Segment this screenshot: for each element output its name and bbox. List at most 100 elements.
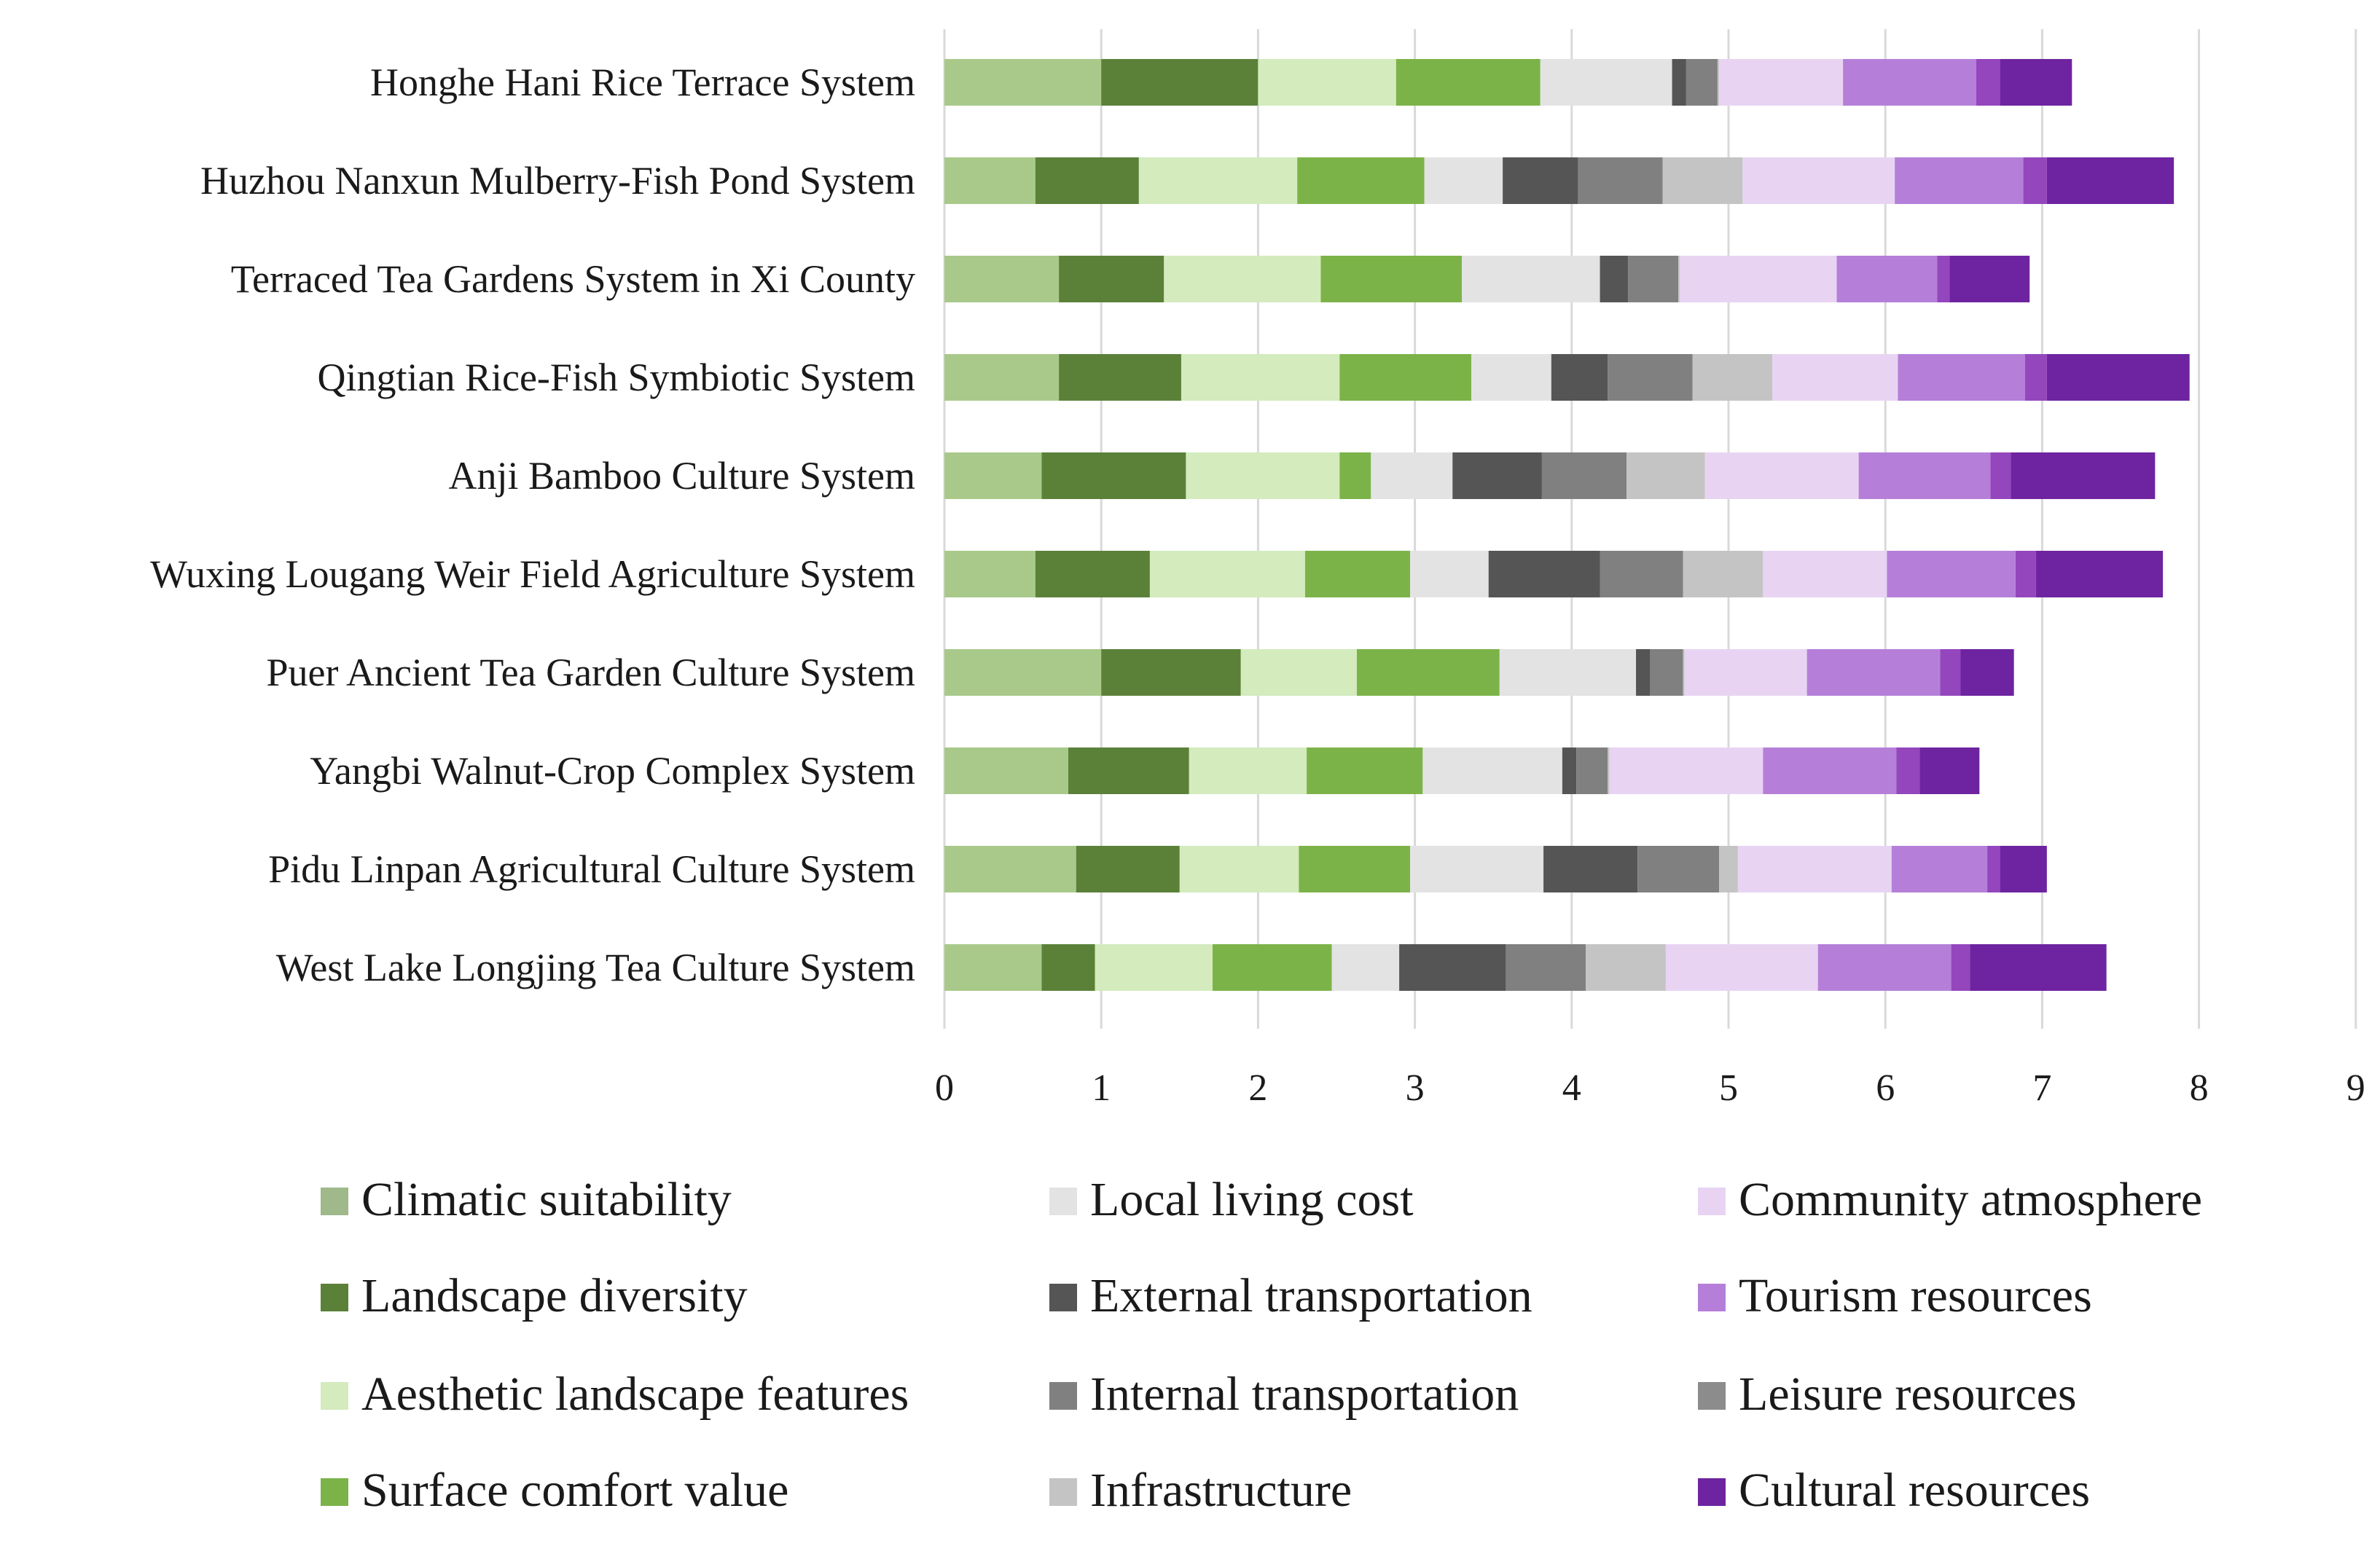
- bar-segment-local-living-cost: [1540, 59, 1672, 106]
- bar-segment-surface-comfort-value: [1304, 551, 1411, 597]
- legend-item-aesthetic-landscape-features: Aesthetic landscape features: [321, 1367, 909, 1421]
- bar-group-qingtian-rice-fish-symbiotic-system: [944, 354, 2190, 401]
- bar-segment-external-transportation: [1488, 551, 1600, 597]
- legend-item-surface-comfort-value: Surface comfort value: [321, 1464, 788, 1517]
- bar-segment-community-atmosphere: [1609, 747, 1764, 794]
- bar-segment-cultural-resources: [1960, 649, 2014, 696]
- bar-segment-internal-transportation: [1650, 649, 1683, 696]
- bar-segment-infrastructure: [1683, 551, 1764, 597]
- bar-segment-landscape-diversity: [1035, 157, 1139, 204]
- bar-segment-surface-comfort-value: [1339, 354, 1472, 401]
- legend-item-climatic-suitability: Climatic suitability: [321, 1173, 732, 1226]
- bar-segment-climatic-suitability: [944, 846, 1076, 892]
- bar-segment-tourism-resources: [1843, 59, 1977, 106]
- bar-group-puer-ancient-tea-garden-culture-system: [944, 649, 2014, 696]
- bar-segment-aesthetic-landscape-features: [1186, 452, 1340, 499]
- category-label: Yangbi Walnut-Crop Complex System: [310, 749, 915, 793]
- bar-segment-internal-transportation: [1600, 551, 1683, 597]
- legend-label: Leisure resources: [1739, 1367, 2077, 1421]
- legend-swatch: [321, 1188, 348, 1215]
- x-tick-label: 1: [1092, 1067, 1111, 1109]
- bar-segment-infrastructure: [1719, 846, 1738, 892]
- bar-segment-tourism-resources: [1763, 747, 1897, 794]
- legend-swatch: [1698, 1478, 1726, 1506]
- bar-segment-tourism-resources: [1898, 354, 2025, 401]
- bar-segment-leisure-resources: [2023, 157, 2047, 204]
- legend-label: Cultural resources: [1739, 1464, 2090, 1517]
- legend-swatch: [1698, 1284, 1726, 1311]
- bar-segment-tourism-resources: [1895, 157, 2024, 204]
- category-label: Qingtian Rice-Fish Symbiotic System: [318, 356, 916, 399]
- bar-segment-landscape-diversity: [1041, 452, 1186, 499]
- bar-segment-aesthetic-landscape-features: [1095, 944, 1213, 991]
- bar-segment-cultural-resources: [1949, 256, 2030, 302]
- bar-segment-cultural-resources: [2035, 551, 2164, 597]
- legend-swatch: [1698, 1382, 1726, 1410]
- category-label: Huzhou Nanxun Mulberry-Fish Pond System: [200, 159, 915, 203]
- legend-item-landscape-diversity: Landscape diversity: [321, 1269, 748, 1322]
- bar-group-terraced-tea-gardens-system-in-xi-county: [944, 256, 2030, 302]
- bar-segment-aesthetic-landscape-features: [1179, 846, 1299, 892]
- bar-segment-tourism-resources: [1887, 551, 2016, 597]
- bars: [944, 59, 2190, 991]
- bar-segment-cultural-resources: [1919, 747, 1980, 794]
- bar-segment-community-atmosphere: [1763, 551, 1887, 597]
- legend-item-external-transportation: External transportation: [1049, 1269, 1532, 1322]
- bar-segment-external-transportation: [1600, 256, 1629, 302]
- bar-group-honghe-hani-rice-terrace-system: [944, 59, 2072, 106]
- x-tick-label: 8: [2190, 1067, 2209, 1109]
- legend-item-internal-transportation: Internal transportation: [1049, 1367, 1519, 1421]
- category-label: Terraced Tea Gardens System in Xi County: [231, 257, 915, 301]
- bar-segment-landscape-diversity: [1035, 551, 1150, 597]
- bar-segment-leisure-resources: [2015, 551, 2036, 597]
- legend-swatch: [321, 1478, 348, 1506]
- bar-segment-local-living-cost: [1471, 354, 1551, 401]
- bar-segment-tourism-resources: [1806, 649, 1941, 696]
- x-axis-tick-labels: 0 1 2 3 4 5 6 7 8 9: [935, 1067, 2365, 1109]
- category-label: Honghe Hani Rice Terrace System: [370, 60, 915, 104]
- bar-group-huzhou-nanxun-mulberry-fish-pond-system: [944, 157, 2175, 204]
- category-label: West Lake Longjing Tea Culture System: [276, 946, 915, 989]
- x-tick-label: 0: [935, 1067, 954, 1109]
- bar-segment-leisure-resources: [1951, 944, 1970, 991]
- bar-segment-surface-comfort-value: [1356, 649, 1500, 696]
- bar-segment-external-transportation: [1452, 452, 1542, 499]
- bar-segment-climatic-suitability: [944, 944, 1042, 991]
- bar-segment-landscape-diversity: [1041, 944, 1095, 991]
- bar-segment-landscape-diversity: [1059, 354, 1181, 401]
- x-tick-label: 9: [2346, 1067, 2365, 1109]
- bar-segment-infrastructure: [1627, 452, 1705, 499]
- bar-segment-infrastructure: [1683, 649, 1685, 696]
- bar-segment-community-atmosphere: [1680, 256, 1837, 302]
- bar-segment-climatic-suitability: [944, 452, 1042, 499]
- bar-segment-cultural-resources: [2000, 846, 2047, 892]
- bar-segment-community-atmosphere: [1772, 354, 1898, 401]
- bar-segment-cultural-resources: [2011, 452, 2156, 499]
- bar-segment-aesthetic-landscape-features: [1181, 354, 1340, 401]
- bar-segment-aesthetic-landscape-features: [1189, 747, 1307, 794]
- legend-label: Local living cost: [1090, 1173, 1414, 1226]
- bar-segment-landscape-diversity: [1076, 846, 1180, 892]
- bar-segment-community-atmosphere: [1742, 157, 1895, 204]
- bar-segment-external-transportation: [1636, 649, 1651, 696]
- bar-segment-landscape-diversity: [1101, 649, 1241, 696]
- bar-segment-external-transportation: [1399, 944, 1506, 991]
- bar-segment-infrastructure: [1678, 256, 1680, 302]
- bar-segment-leisure-resources: [1896, 747, 1920, 794]
- legend-swatch: [321, 1284, 348, 1311]
- category-labels: Honghe Hani Rice Terrace System Huzhou Na…: [150, 60, 915, 989]
- legend-label: Tourism resources: [1739, 1269, 2092, 1322]
- bar-segment-external-transportation: [1562, 747, 1577, 794]
- bar-segment-cultural-resources: [2046, 354, 2190, 401]
- bar-segment-internal-transportation: [1628, 256, 1679, 302]
- bar-segment-external-transportation: [1672, 59, 1686, 106]
- bar-segment-landscape-diversity: [1059, 256, 1164, 302]
- bar-segment-local-living-cost: [1462, 256, 1600, 302]
- bar-group-wuxing-lougang-weir-field-agriculture-system: [944, 551, 2164, 597]
- x-tick-label: 7: [2032, 1067, 2051, 1109]
- bar-segment-climatic-suitability: [944, 649, 1102, 696]
- bar-segment-local-living-cost: [1410, 846, 1544, 892]
- bar-segment-local-living-cost: [1424, 157, 1503, 204]
- bar-segment-surface-comfort-value: [1320, 256, 1463, 302]
